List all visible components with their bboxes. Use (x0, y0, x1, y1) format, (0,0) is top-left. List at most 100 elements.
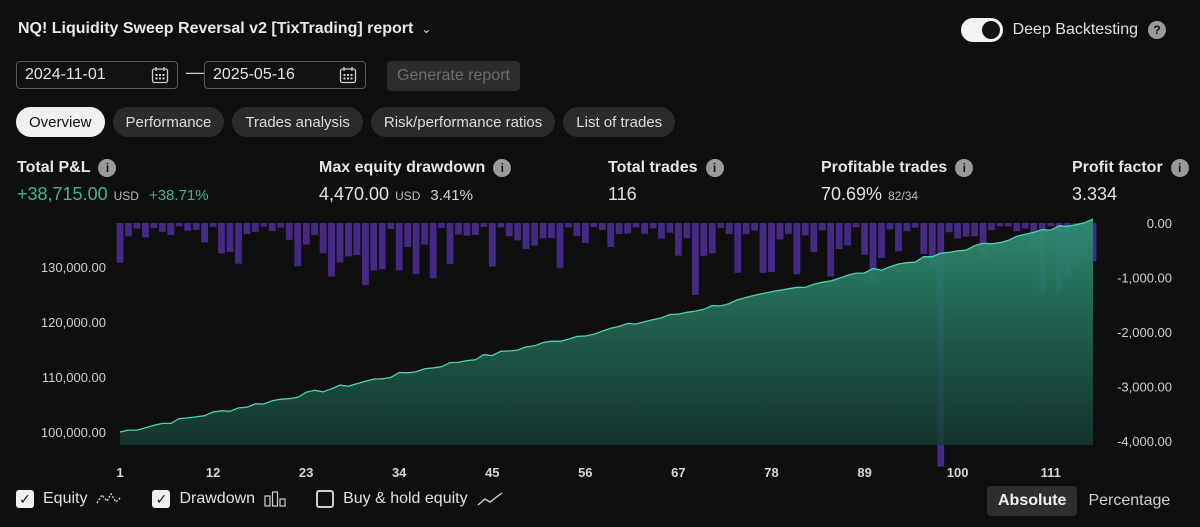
drawdown-bar (785, 223, 792, 234)
max-drawdown-value: 4,470.00 USD 3.41% (319, 184, 473, 204)
equity-drawdown-chart[interactable]: 100,000.00 110,000.00 120,000.00 130,000.00… (0, 215, 1200, 485)
drawdown-bar (624, 223, 632, 234)
x-tick: 1 (116, 465, 123, 480)
drawdown-bar (260, 223, 268, 227)
drawdown-bar (201, 223, 208, 243)
drawdown-bar (734, 223, 742, 273)
deep-backtesting-toggle[interactable] (960, 18, 1003, 42)
drawdown-bar (700, 223, 708, 256)
info-icon[interactable]: i (1170, 159, 1189, 177)
drawdown-bar (370, 223, 378, 271)
drawdown-bar (252, 223, 259, 232)
end-date-input[interactable]: 2025-05-16 (204, 61, 366, 89)
legend-buy-hold[interactable]: Buy & hold equity (316, 490, 503, 508)
total-trades-label: Total trades i (608, 159, 724, 177)
drawdown-bar (235, 223, 242, 264)
x-tick: 67 (671, 465, 685, 480)
y-right-tick: -2,000.00 (1117, 325, 1172, 340)
absolute-button[interactable]: Absolute (987, 486, 1078, 516)
drawdown-bar (692, 223, 699, 295)
profit-factor-value: 3.334 (1072, 184, 1118, 204)
drawdown-bar (835, 223, 843, 249)
drawdown-bar (243, 223, 251, 235)
drawdown-bar (497, 223, 505, 228)
drawdown-bar (472, 223, 479, 235)
percentage-button[interactable]: Percentage (1088, 492, 1171, 509)
drawdown-bar (412, 223, 420, 275)
drawdown-bar (810, 223, 818, 253)
drawdown-bar (776, 223, 784, 240)
report-title[interactable]: NQ! Liquidity Sweep Reversal v2 [TixTrad… (18, 20, 432, 37)
info-icon[interactable]: i (98, 159, 117, 177)
profitable-trades-value: 70.69% 82/34 (821, 184, 919, 204)
drawdown-bar (911, 223, 919, 228)
drawdown-bar (607, 223, 615, 247)
legend-equity[interactable]: ✓ Equity (16, 490, 122, 508)
drawdown-bar (395, 223, 403, 271)
y-left-tick: 110,000.00 (42, 370, 106, 385)
legend-drawdown[interactable]: ✓ Drawdown (152, 490, 286, 508)
generate-report-button[interactable]: Generate report (387, 61, 520, 91)
drawdown-bar (488, 223, 496, 267)
y-left-tick: 130,000.00 (41, 260, 106, 275)
drawdown-bar (218, 223, 225, 254)
tab-overview[interactable]: Overview (16, 107, 105, 137)
y-left-tick: 120,000.00 (41, 315, 106, 330)
drawdown-bar (184, 223, 192, 231)
tab-performance[interactable]: Performance (112, 107, 225, 137)
start-date-input[interactable]: 2024-11-01 (16, 61, 178, 89)
drawdown-bar (514, 223, 522, 241)
info-icon[interactable]: i (955, 159, 974, 177)
drawdown-bar (598, 223, 606, 230)
help-icon[interactable]: ? (1148, 21, 1166, 39)
drawdown-bar (125, 223, 132, 237)
left-axis: 100,000.00 110,000.00 120,000.00 130,000.00 (41, 260, 106, 440)
drawdown-bar (649, 223, 657, 229)
x-tick: 100 (947, 465, 969, 480)
drawdown-bar (666, 223, 674, 233)
x-tick: 34 (392, 465, 407, 480)
report-tabs: Overview Performance Trades analysis Ris… (16, 107, 676, 137)
drawdown-bar (878, 223, 885, 258)
date-separator: — (186, 62, 204, 82)
tab-risk-performance-ratios[interactable]: Risk/performance ratios (370, 107, 556, 137)
max-drawdown-label: Max equity drawdown i (319, 159, 512, 177)
drawdown-bar (421, 223, 428, 245)
drawdown-bar (725, 223, 733, 235)
drawdown-bar (768, 223, 775, 272)
y-right-tick: 0.00 (1147, 216, 1172, 231)
drawdown-bar (505, 223, 513, 237)
equity-line (119, 218, 1094, 433)
drawdown-bar (158, 223, 166, 232)
info-icon[interactable]: i (493, 159, 512, 177)
drawdown-bar (565, 223, 572, 228)
drawdown-bar (387, 223, 395, 229)
drawdown-bar (362, 223, 369, 286)
drawdown-checkbox[interactable]: ✓ (152, 490, 171, 508)
drawdown-bar (556, 223, 564, 268)
tab-list-of-trades[interactable]: List of trades (563, 107, 676, 137)
tab-trades-analysis[interactable]: Trades analysis (232, 107, 363, 137)
drawdown-bar (683, 223, 691, 239)
drawdown-bar (869, 223, 877, 284)
drawdown-bar (150, 223, 158, 229)
buy-hold-checkbox[interactable] (316, 490, 335, 508)
drawdown-bar (759, 223, 767, 273)
chart-legend: ✓ Equity ✓ Drawdown Buy & hold equity (16, 490, 523, 508)
drawdown-bar (446, 223, 454, 265)
drawdown-bar (852, 223, 860, 228)
drawdown-bar (928, 223, 936, 268)
total-trades-value: 116 (608, 184, 637, 204)
drawdown-bar (429, 223, 437, 279)
drawdown-bar (903, 223, 911, 232)
drawdown-bar (793, 223, 801, 275)
drawdown-bar (285, 223, 293, 240)
drawdown-bar (886, 223, 894, 230)
info-icon[interactable]: i (705, 159, 724, 177)
equity-checkbox[interactable]: ✓ (16, 490, 34, 508)
y-left-tick: 100,000.00 (41, 425, 106, 440)
drawdown-bar (751, 223, 758, 231)
drawdown-bar (277, 223, 285, 228)
drawdown-bar (480, 223, 488, 227)
drawdown-bar (920, 223, 928, 254)
